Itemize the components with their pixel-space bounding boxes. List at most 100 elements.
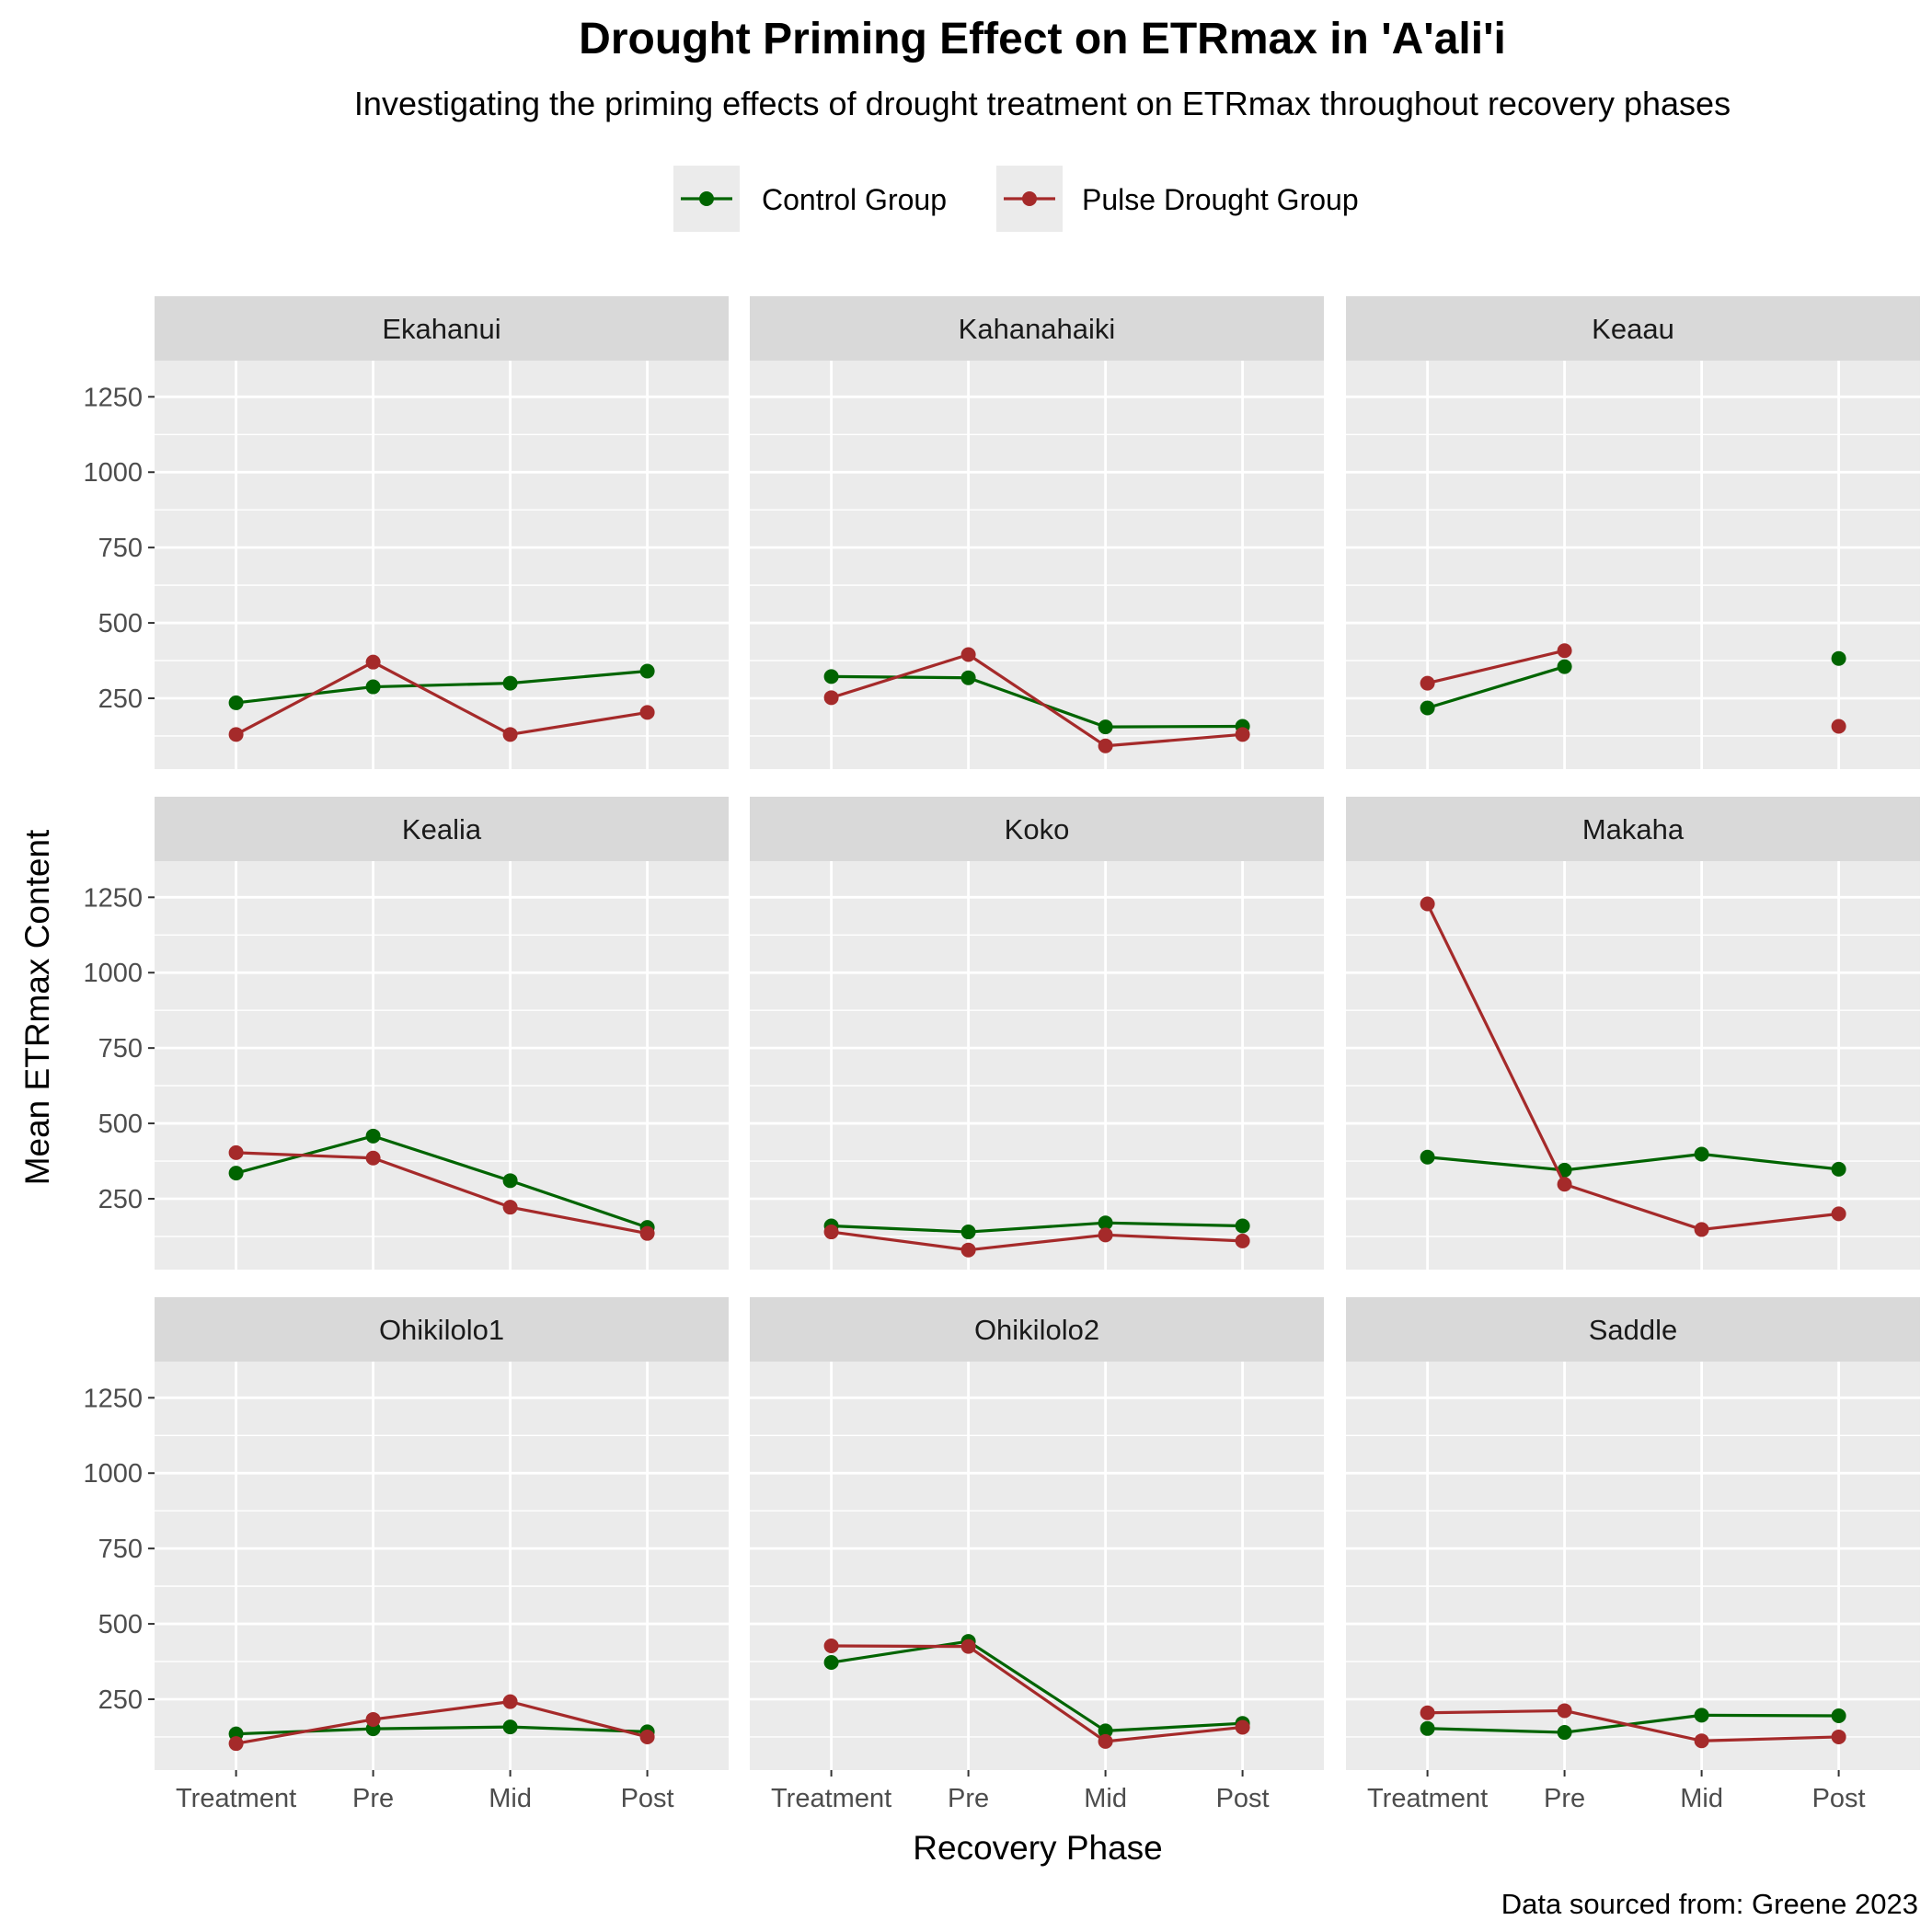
data-point [228,1166,244,1181]
series-line-segment [1426,903,1567,1185]
y-tick-label: 1250 [83,383,143,412]
chart-title: Drought Priming Effect on ETRmax in 'A'a… [579,15,1506,63]
data-point [1831,719,1846,734]
panel-ohikilolo1: Ohikilolo1 250 500 750 1000 1250 Treatment Pre M… [83,1297,729,1813]
data-point [1557,1703,1572,1719]
series-line-segment [236,684,374,705]
series-pulse-drought-group [823,647,1250,753]
facet-strip [155,296,729,361]
series-line-segment [373,1134,512,1182]
series-line-segment [967,1645,1107,1743]
x-tick-label: Treatment [1367,1784,1488,1813]
legend-label: Control Group [762,183,947,216]
facet-strip [1346,296,1920,361]
series-line-segment [1105,1725,1243,1743]
series-line-segment [831,1639,969,1664]
data-point [1098,1227,1113,1243]
data-point [1420,1705,1435,1720]
data-point [1098,719,1113,735]
series-line-segment [373,682,511,689]
data-point [502,1694,518,1709]
series-line-segment [236,1718,374,1745]
series-line-segment [1105,1233,1243,1243]
data-point [1694,1146,1709,1162]
panel-background [155,861,729,1270]
x-tick-label: Mid [1680,1784,1723,1813]
x-tick-label: Post [1216,1784,1270,1813]
series-line-segment [373,1700,511,1721]
series-line-segment [831,1230,969,1252]
data-point [1694,1222,1709,1237]
y-tick-label: 750 [98,1535,143,1564]
data-point [1557,643,1572,659]
data-point [228,695,244,710]
data-point [1098,1733,1113,1749]
series-line-segment [1105,732,1243,748]
data-point [960,1242,976,1258]
data-point [1831,650,1846,666]
series-line-segment [967,653,1107,748]
y-tick-label: 500 [98,1110,143,1139]
y-tick-label: 1250 [83,1384,143,1413]
data-point [502,1719,518,1735]
panel-keaau: Keaau [1346,296,1920,769]
series-line-segment [1564,1713,1702,1734]
x-tick-label: Treatment [771,1784,891,1813]
series-pulse-drought-group [228,1144,655,1241]
data-point [639,1729,655,1744]
y-tick-label: 500 [98,1610,143,1639]
facet-label: Ekahanui [382,313,500,345]
panel-background [1346,861,1920,1270]
data-point [502,1200,518,1215]
panel-background [1346,361,1920,769]
y-axis-title: Mean ETRmax Content [18,829,56,1185]
data-point [1420,896,1435,912]
y-tick-label: 750 [98,534,143,563]
series-line-segment [831,652,970,699]
series-line-segment [1427,1156,1565,1172]
data-point [228,1144,244,1160]
y-tick-label: 1250 [83,883,143,913]
y-tick-label: 750 [98,1034,143,1064]
data-point [639,705,655,720]
x-tick-label: Pre [352,1784,394,1813]
data-point [502,727,518,742]
series-line-segment [510,1205,648,1236]
data-point [960,1639,976,1654]
series-line-segment [1564,1152,1702,1172]
series-line-segment [968,676,1107,729]
series-line-segment [1701,1152,1839,1171]
series-line-segment [1427,1727,1565,1734]
series-line-segment [1701,1713,1839,1718]
series-line-segment [510,1700,648,1739]
series-line-segment [1105,724,1243,729]
data-point [1831,1206,1846,1222]
x-tick-label: Post [1812,1784,1866,1813]
series-line-segment [1427,1708,1565,1715]
data-point [1557,659,1572,674]
series-pulse-drought-group [823,1638,1250,1749]
facet-panels: Ekahanui 250 500 750 1000 1250 Kahanahaiki Keaa… [83,296,1920,1813]
series-line-segment [1105,1221,1243,1228]
data-point [1694,1708,1709,1723]
y-tick-label: 250 [98,684,143,714]
panel-makaha: Makaha [1346,797,1920,1270]
panel-background [750,361,1324,769]
caption: Data sourced from: Greene 2023 [1501,1888,1918,1920]
data-point [639,1225,655,1241]
panel-kealia: Kealia 250 500 750 1000 1250 [83,797,729,1270]
chart-subtitle: Investigating the priming effects of dro… [354,85,1731,122]
data-point [823,690,839,706]
data-point [1831,1161,1846,1177]
data-point [1235,1218,1250,1234]
legend-label: Pulse Drought Group [1082,183,1359,216]
y-tick-label: 500 [98,609,143,638]
series-pulse-drought-group [1420,1703,1846,1749]
series-pulse-drought-group [1420,896,1846,1237]
series-control-group [1420,650,1846,716]
y-tick-label: 250 [98,1185,143,1214]
data-point [365,1150,381,1166]
y-tick-label: 1000 [83,458,143,488]
series-line-segment [1564,1182,1703,1231]
series-line-segment [510,669,648,685]
